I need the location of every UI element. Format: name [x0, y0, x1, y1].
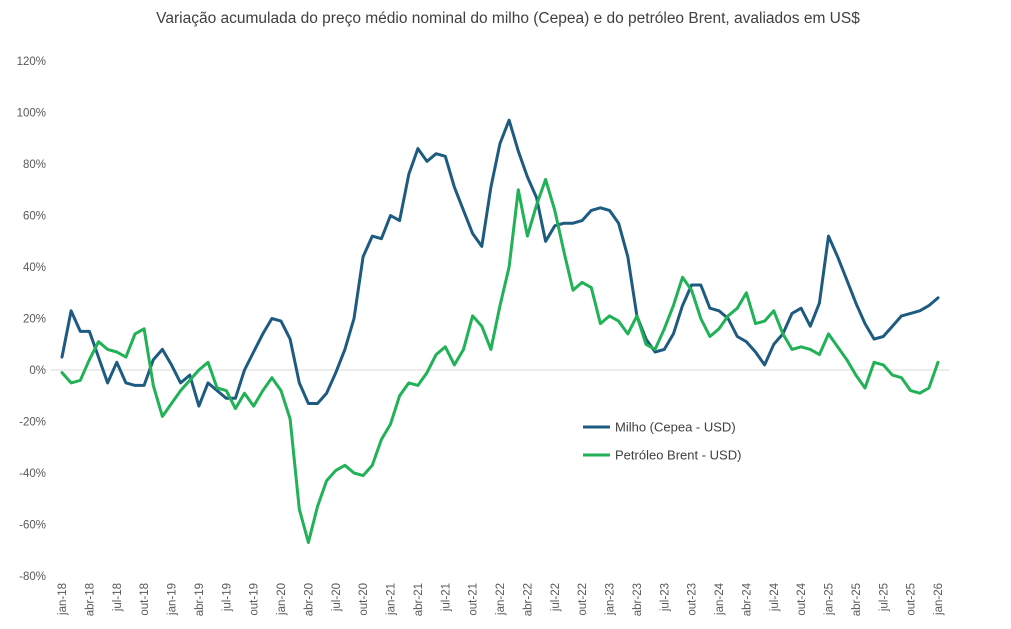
y-axis-tick-label: -40% [19, 468, 46, 480]
y-axis-tick-label: -60% [19, 520, 46, 532]
x-axis-tick-label: abr-24 [741, 582, 753, 616]
y-axis-tick-label: -20% [19, 417, 46, 429]
x-axis-tick-label: abr-25 [851, 583, 863, 616]
x-axis-tick-label: abr-23 [632, 583, 644, 616]
x-axis-tick-label: out-22 [577, 583, 589, 616]
chart-title: Variação acumulada do preço médio nomina… [156, 10, 860, 27]
x-axis-tick-label: jul-24 [769, 582, 781, 612]
y-axis-tick-label: 0% [29, 365, 46, 377]
x-axis-tick-label: jan-21 [386, 583, 398, 616]
x-axis-tick-label: out-25 [906, 583, 918, 616]
brent-line [60, 177, 940, 544]
y-axis-tick-label: 20% [23, 314, 46, 326]
y-axis-tick-label: 60% [23, 211, 46, 223]
x-axis-tick-label: out-23 [687, 583, 699, 616]
legend-label-brent: Petróleo Brent - USD) [615, 448, 741, 463]
y-axis-tick-label: 100% [17, 108, 46, 120]
legend-label-milho: Milho (Cepea - USD) [615, 420, 736, 435]
y-axis-tick-label: 80% [23, 159, 46, 171]
x-axis-tick-label: jul-22 [550, 583, 562, 612]
x-axis-tick-label: abr-20 [303, 583, 315, 616]
milho-line [60, 118, 940, 408]
x-axis-tick-label: out-20 [358, 583, 370, 616]
x-axis-tick-label: jan-20 [276, 583, 288, 616]
x-axis-tick-label: jul-18 [112, 583, 124, 612]
x-axis-tick-label: abr-22 [522, 583, 534, 616]
plot-area: 120% 100% 80% 60% 40% 20% 0% -20% -40% -60% -80% ja… [17, 56, 950, 616]
x-axis-tick-label: out-19 [249, 583, 261, 616]
x-axis-tick-label: abr-19 [194, 583, 206, 616]
x-axis-tick-label: out-18 [139, 583, 151, 616]
y-axis-tick-label: -80% [19, 571, 46, 583]
x-axis-tick-label: jan-26 [933, 583, 945, 616]
x-axis-tick-label: out-21 [468, 583, 480, 616]
x-axis-tick-label: jan-24 [714, 582, 726, 616]
x-axis-tick-label: jul-23 [659, 583, 671, 612]
x-axis-tick-label: jan-19 [167, 583, 179, 616]
x-axis-tick-label: out-24 [796, 582, 808, 615]
x-axis-tick-label: jan-25 [824, 583, 836, 616]
x-axis-tick-label: abr-18 [84, 583, 96, 616]
x-axis-tick-label: jul-19 [221, 583, 233, 612]
x-axis-tick-label: jul-21 [440, 583, 452, 612]
x-axis-tick-label: abr-21 [413, 583, 425, 616]
x-axis-tick-label: jan-18 [57, 583, 69, 616]
y-axis-tick-label: 40% [23, 262, 46, 274]
x-axis-tick-label: jul-20 [331, 583, 343, 612]
x-axis-tick-label: jul-25 [878, 583, 890, 612]
x-axis-tick-label: jan-23 [605, 583, 617, 616]
y-axis-tick-label: 120% [17, 56, 46, 68]
x-axis-tick-label: jan-22 [495, 583, 507, 616]
